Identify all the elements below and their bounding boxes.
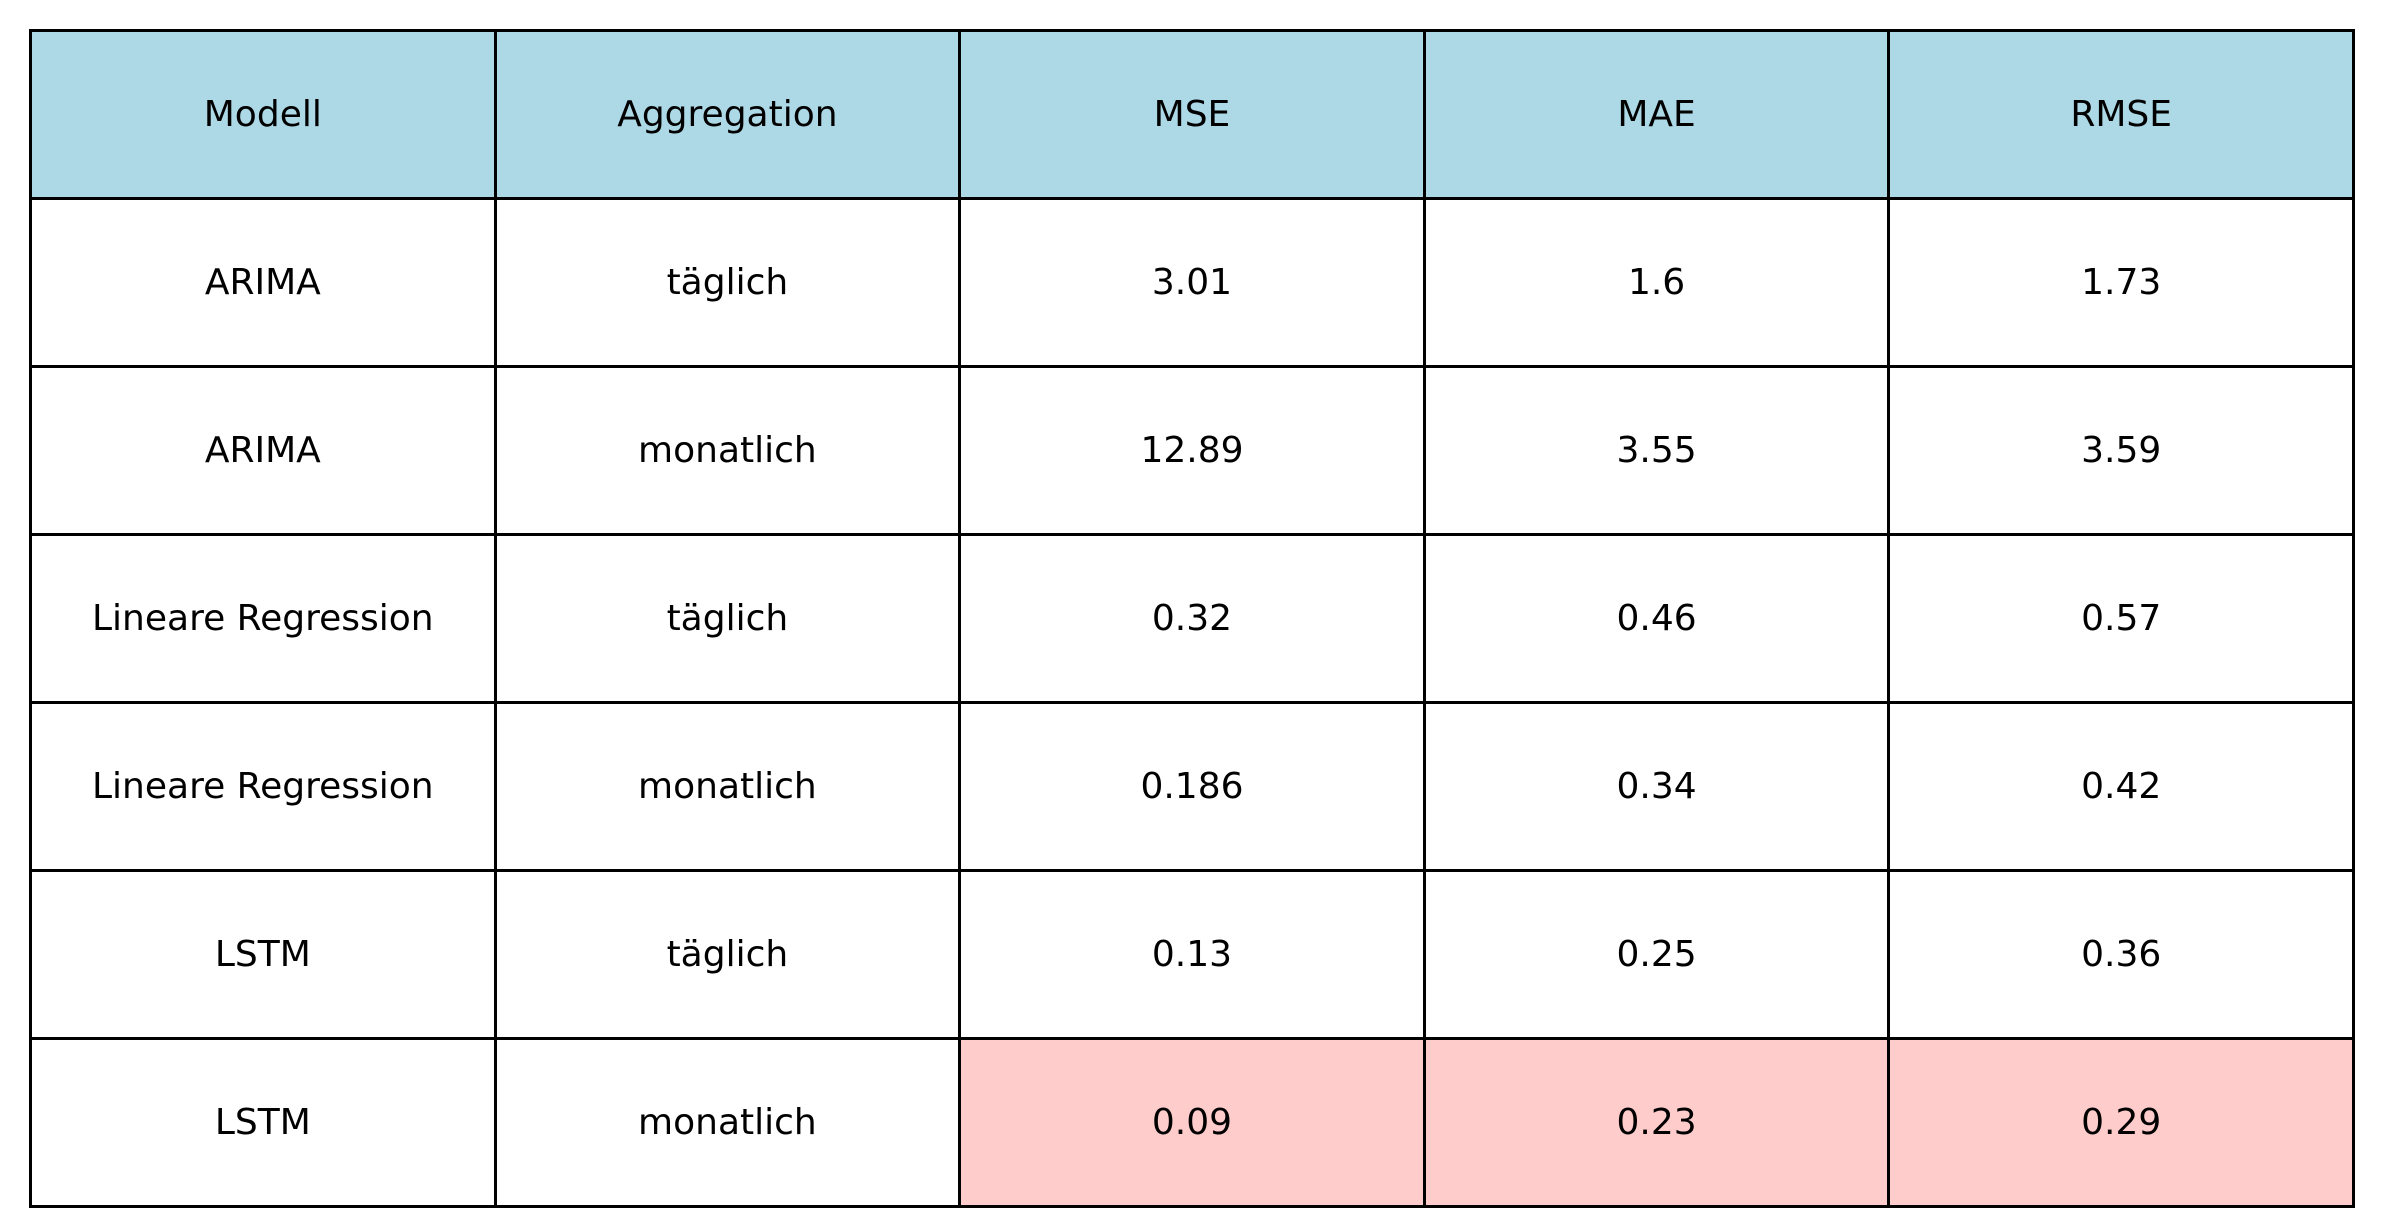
cell-rmse: 3.59 <box>1887 365 2355 536</box>
cell-modell: ARIMA <box>29 365 497 536</box>
cell-aggregation: täglich <box>493 533 962 704</box>
cell-mae: 0.34 <box>1422 701 1891 872</box>
header-cell-aggregation: Aggregation <box>493 29 962 200</box>
header-row: Modell Aggregation MSE MAE RMSE <box>29 29 2355 200</box>
cell-aggregation: täglich <box>493 197 962 368</box>
cell-rmse: 0.29 <box>1887 1037 2355 1208</box>
header-cell-rmse: RMSE <box>1887 29 2355 200</box>
cell-mse: 12.89 <box>958 365 1426 536</box>
cell-aggregation: monatlich <box>493 365 962 536</box>
cell-mse: 0.09 <box>958 1037 1426 1208</box>
table-row: ARIMA täglich 3.01 1.6 1.73 <box>29 197 2355 368</box>
header-cell-mae: MAE <box>1422 29 1891 200</box>
table-row: LSTM täglich 0.13 0.25 0.36 <box>29 869 2355 1040</box>
cell-mae: 0.23 <box>1422 1037 1891 1208</box>
cell-rmse: 0.42 <box>1887 701 2355 872</box>
results-table: Modell Aggregation MSE MAE RMSE ARIMA tä… <box>29 29 2355 1208</box>
cell-mse: 0.186 <box>958 701 1426 872</box>
cell-modell: LSTM <box>29 1037 497 1208</box>
cell-modell: ARIMA <box>29 197 497 368</box>
cell-modell: Lineare Regression <box>29 701 497 872</box>
cell-mse: 0.13 <box>958 869 1426 1040</box>
table-row: Lineare Regression täglich 0.32 0.46 0.5… <box>29 533 2355 704</box>
cell-mse: 3.01 <box>958 197 1426 368</box>
table-row: Lineare Regression monatlich 0.186 0.34 … <box>29 701 2355 872</box>
table-row: LSTM monatlich 0.09 0.23 0.29 <box>29 1037 2355 1208</box>
cell-mae: 0.46 <box>1422 533 1891 704</box>
cell-rmse: 1.73 <box>1887 197 2355 368</box>
cell-rmse: 0.57 <box>1887 533 2355 704</box>
cell-modell: Lineare Regression <box>29 533 497 704</box>
cell-mae: 0.25 <box>1422 869 1891 1040</box>
cell-modell: LSTM <box>29 869 497 1040</box>
cell-rmse: 0.36 <box>1887 869 2355 1040</box>
cell-mae: 1.6 <box>1422 197 1891 368</box>
cell-mae: 3.55 <box>1422 365 1891 536</box>
table-row: ARIMA monatlich 12.89 3.55 3.59 <box>29 365 2355 536</box>
header-cell-mse: MSE <box>958 29 1426 200</box>
cell-aggregation: täglich <box>493 869 962 1040</box>
cell-aggregation: monatlich <box>493 1037 962 1208</box>
cell-aggregation: monatlich <box>493 701 962 872</box>
header-cell-modell: Modell <box>29 29 497 200</box>
cell-mse: 0.32 <box>958 533 1426 704</box>
